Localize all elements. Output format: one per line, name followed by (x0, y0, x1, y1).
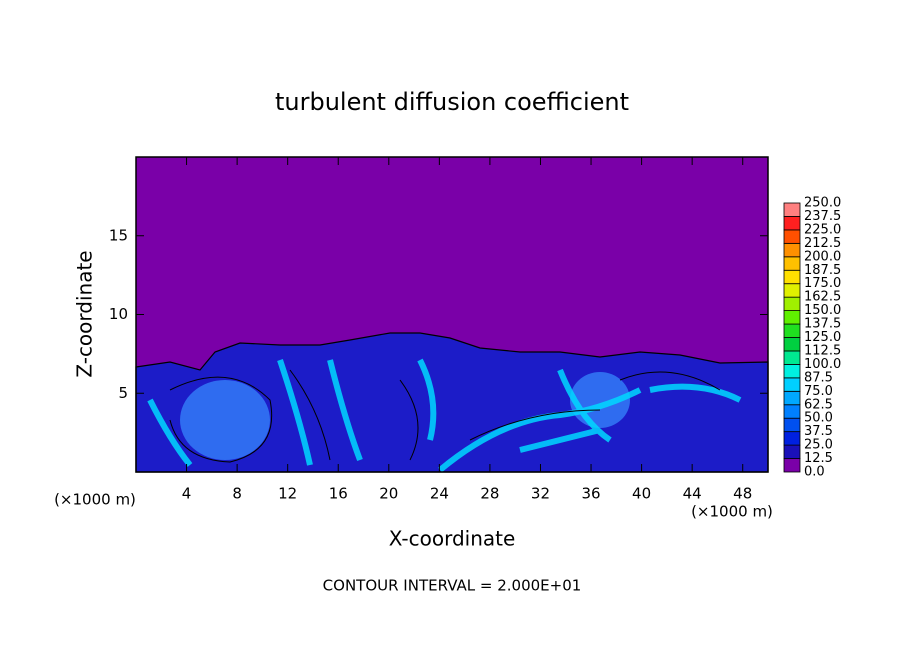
x-tick-label: 16 (329, 485, 348, 503)
colorbar-label: 0.0 (804, 465, 825, 480)
colorbar-label: 50.0 (804, 411, 833, 426)
x-tick-label: 36 (581, 485, 600, 503)
y-tick-label: 5 (118, 384, 128, 402)
x-tick-label: 20 (379, 485, 398, 503)
colorbar-label: 187.5 (804, 263, 841, 278)
colorbar-label: 25.0 (804, 438, 833, 453)
colorbar-label: 212.5 (804, 236, 841, 251)
colorbar-label: 175.0 (804, 276, 841, 291)
x-tick-label: 44 (683, 485, 702, 503)
x-tick-label: 4 (182, 485, 192, 503)
contour-line (169, 369, 721, 463)
colorbar-label: 112.5 (804, 343, 841, 358)
colorbar-swatch (783, 337, 801, 352)
colorbar-label: 125.0 (804, 330, 841, 345)
colorbar-label: 87.5 (804, 370, 833, 385)
colorbar-swatch (783, 431, 801, 446)
colorbar-swatch (783, 363, 801, 379)
colorbar-swatch (783, 377, 801, 392)
colorbar-swatch (783, 417, 801, 433)
colorbar-swatch (783, 444, 801, 459)
colorbar-swatch (783, 404, 801, 419)
colorbar-label: 75.0 (804, 384, 833, 399)
x-tick-label: 40 (632, 485, 651, 503)
x-unit-label: (×1000 m) (691, 503, 773, 521)
colorbar-swatch (783, 256, 801, 271)
colorbar-label: 237.5 (804, 209, 841, 224)
x-tick-label: 24 (430, 485, 449, 503)
x-tick-label: 48 (733, 485, 752, 503)
x-tick-label: 28 (480, 485, 499, 503)
field-region (180, 380, 270, 460)
colorbar-label: 37.5 (804, 424, 833, 439)
colorbar-label: 162.5 (804, 290, 841, 305)
footnote: CONTOUR INTERVAL = 2.000E+01 (323, 577, 582, 595)
chart-title: turbulent diffusion coefficient (275, 88, 629, 116)
colorbar-swatch (783, 242, 801, 258)
colorbar-swatch (783, 283, 801, 298)
field (135, 157, 769, 473)
colorbar-swatch (783, 323, 801, 338)
colorbar-swatch (783, 458, 801, 473)
colorbar-label: 100.0 (804, 357, 841, 372)
colorbar-swatch (783, 310, 801, 325)
x-tick-label: 12 (278, 485, 297, 503)
y-axis-label: Z-coordinate (73, 250, 97, 377)
colorbar-label: 62.5 (804, 397, 833, 412)
colorbar-swatch (783, 390, 801, 406)
colorbar-label: 137.5 (804, 317, 841, 332)
x-axis-label: X-coordinate (389, 527, 516, 551)
colorbar-swatch (783, 350, 801, 365)
colorbar-label: 150.0 (804, 303, 841, 318)
y-tick-label: 10 (109, 305, 128, 323)
colorbar-swatch (783, 269, 801, 285)
colorbar-label: 225.0 (804, 222, 841, 237)
x-unit-label: (×1000 m) (54, 491, 136, 509)
colorbar-label: 12.5 (804, 451, 833, 466)
colorbar-swatch (783, 202, 801, 217)
colorbar-swatch (783, 216, 801, 231)
y-tick-label: 15 (109, 226, 128, 244)
x-tick-label: 32 (531, 485, 550, 503)
colorbar-label: 250.0 (804, 196, 841, 211)
field-streak (147, 358, 742, 473)
x-tick-label: 8 (232, 485, 242, 503)
colorbar-label: 200.0 (804, 249, 841, 264)
colorbar-swatch (783, 296, 801, 311)
colorbar-swatch (783, 229, 801, 244)
